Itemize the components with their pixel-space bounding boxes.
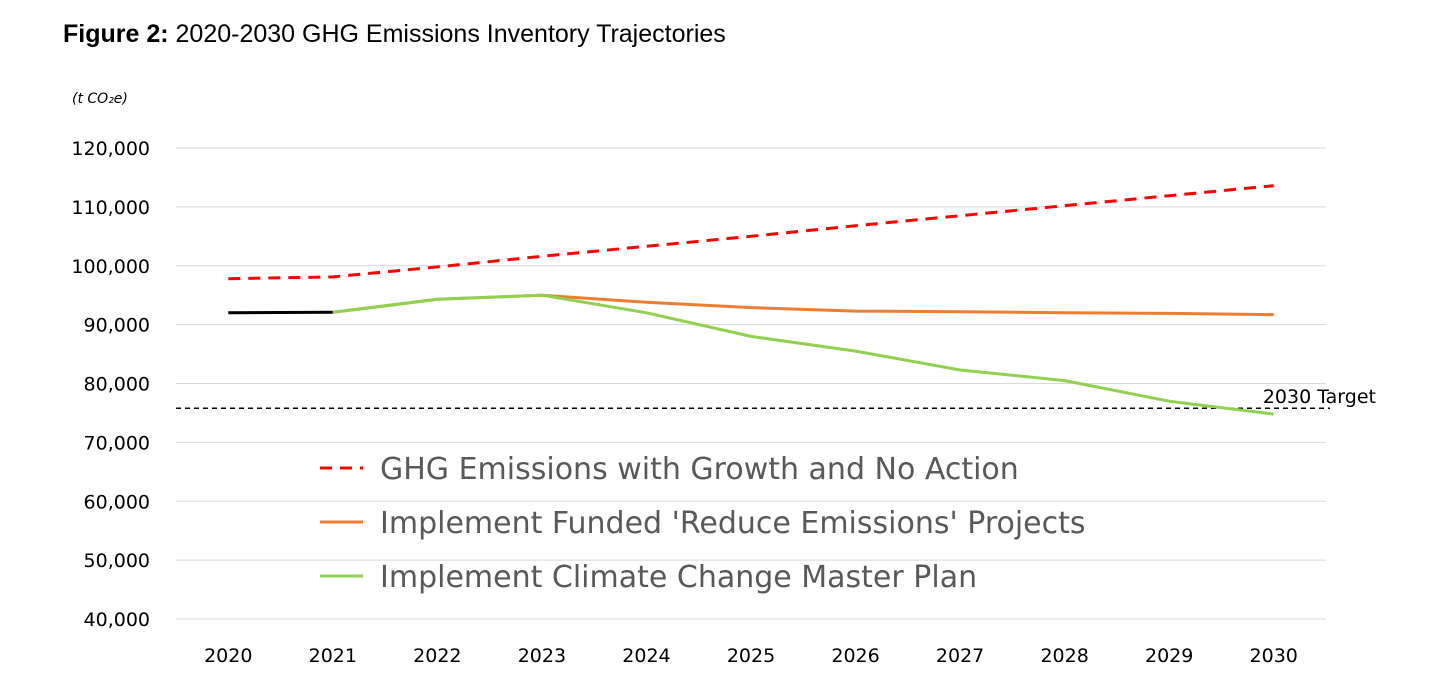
y-tick-label: 70,000 bbox=[84, 432, 150, 454]
legend: GHG Emissions with Growth and No Action I… bbox=[320, 452, 1086, 595]
y-tick-label: 90,000 bbox=[84, 315, 150, 337]
y-tick-label: 80,000 bbox=[84, 374, 150, 396]
legend-label-master_plan: Implement Climate Change Master Plan bbox=[380, 560, 977, 595]
series-line-historical bbox=[228, 310, 333, 315]
y-tick-label: 100,000 bbox=[71, 256, 150, 278]
y-axis-unit: (t CO₂e) bbox=[72, 91, 128, 107]
y-tick-label: 120,000 bbox=[71, 138, 150, 160]
y-tick-label: 110,000 bbox=[71, 197, 150, 219]
x-tick-label: 2027 bbox=[936, 645, 984, 667]
x-tick-label: 2023 bbox=[518, 645, 566, 667]
series-line-master_plan bbox=[332, 293, 1274, 416]
y-axis-ticks: 40,000 50,000 60,000 70,000 80,000 90,000 100,… bbox=[71, 138, 150, 631]
x-tick-label: 2020 bbox=[204, 645, 252, 667]
legend-label-no_action: GHG Emissions with Growth and No Action bbox=[380, 452, 1019, 487]
figure-title: Figure 2: 2020-2030 GHG Emissions Invent… bbox=[63, 20, 726, 49]
target-annotation: 2030 Target bbox=[176, 386, 1376, 409]
series-lines bbox=[228, 184, 1274, 416]
x-tick-label: 2025 bbox=[727, 645, 775, 667]
x-tick-label: 2026 bbox=[831, 645, 879, 667]
target-label: 2030 Target bbox=[1263, 386, 1376, 408]
x-tick-label: 2030 bbox=[1250, 645, 1298, 667]
figure-title-text: 2020-2030 GHG Emissions Inventory Trajec… bbox=[175, 20, 726, 48]
legend-label-funded: Implement Funded 'Reduce Emissions' Proj… bbox=[380, 506, 1086, 541]
x-axis-ticks: 2020 2021 2022 2023 2024 2025 2026 2027 2028 2029… bbox=[204, 645, 1298, 667]
figure-label: Figure 2: bbox=[63, 20, 169, 48]
x-tick-label: 2024 bbox=[622, 645, 670, 667]
x-tick-label: 2028 bbox=[1040, 645, 1088, 667]
x-tick-label: 2021 bbox=[309, 645, 357, 667]
x-tick-label: 2029 bbox=[1145, 645, 1193, 667]
gridlines bbox=[176, 147, 1326, 620]
y-tick-label: 60,000 bbox=[84, 491, 150, 513]
x-tick-label: 2022 bbox=[413, 645, 461, 667]
y-tick-label: 40,000 bbox=[84, 609, 150, 631]
y-tick-label: 50,000 bbox=[84, 550, 150, 572]
series-line-no_action bbox=[228, 184, 1274, 281]
